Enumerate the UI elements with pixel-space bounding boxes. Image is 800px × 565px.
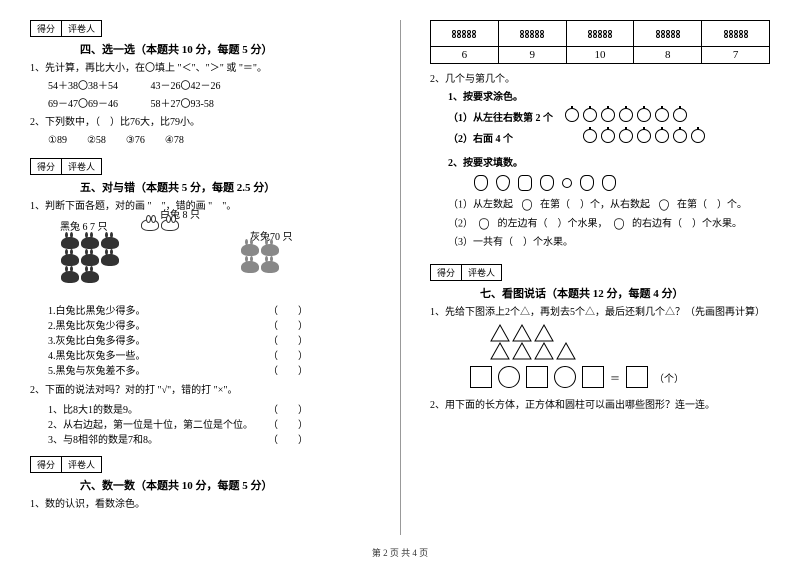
tf-line: 5.黑兔与灰兔差不多。（ ） — [48, 362, 308, 377]
apple-row-2: （2）右面 4 个 — [448, 129, 770, 146]
s6-q2-2a: （1）从左数起 在第（ ）个，从右数起 在第（ ）个。 — [448, 197, 770, 213]
eq-circle — [498, 366, 520, 388]
right-column: 691087 2、几个与第几个。 1、按要求涂色。 （1）从左往右数第 2 个 … — [400, 0, 800, 540]
tf-line: 1.白兔比黑兔少得多。（ ） — [48, 302, 308, 317]
s6-q1: 1、数的认识，看数涂色。 — [30, 497, 370, 512]
tf-line: 1、比8大1的数是9。（ ） — [48, 401, 308, 416]
fruit-line — [470, 175, 770, 191]
num-cell: 10 — [566, 47, 634, 64]
eq-suffix: （个） — [654, 370, 684, 385]
grader-label: 评卷人 — [462, 264, 502, 281]
s6-q2-1a: （1）从左往右数第 2 个 — [448, 109, 553, 124]
s4-q2: 2、下列数中，（ ）比76大，比79小。 — [30, 115, 370, 130]
page-footer: 第 2 页 共 4 页 — [0, 546, 800, 559]
s6-q2-2c: （3）一共有（ ）个水果。 — [448, 235, 770, 250]
grader-label: 评卷人 — [62, 456, 102, 473]
dot-count-table: 691087 — [430, 20, 770, 64]
s4-q1c: 69－47〇69－46 — [48, 99, 118, 110]
score-box-4: 得分 评卷人 — [30, 20, 370, 37]
s4-q2-opts: ①89 ②58 ③76 ④78 — [48, 133, 370, 148]
score-box-7: 得分 评卷人 — [430, 264, 770, 281]
rabbit-illustration: 白兔 8 只 黑兔 6 7 只 灰兔70 只 — [30, 218, 370, 298]
score-label: 得分 — [430, 264, 462, 281]
score-box-5: 得分 评卷人 — [30, 158, 370, 175]
s6-q2-2b: （2） 的左边有（ ）个水果， 的右边有（ ）个水果。 — [448, 216, 770, 232]
tf-line: 2.黑兔比灰兔少得多。（ ） — [48, 317, 308, 332]
section-6-title: 六、数一数（本题共 10 分，每题 5 分） — [80, 477, 370, 493]
left-column: 得分 评卷人 四、选一选（本题共 10 分，每题 5 分） 1、先计算，再比大小… — [0, 0, 400, 540]
triangle-figure — [430, 324, 770, 360]
s7-q2: 2、用下面的长方体，正方体和圆柱可以画出哪些图形？连一连。 — [430, 398, 770, 413]
equals-sign: ＝ — [610, 370, 620, 385]
section-7-title: 七、看图说话（本题共 12 分，每题 4 分） — [480, 285, 770, 301]
s4-q1a: 54＋38〇38＋54 — [48, 81, 118, 92]
dot-cell — [704, 30, 767, 38]
s5-tf-lines: 1.白兔比黑兔少得多。（ ）2.黑兔比灰兔少得多。（ ）3.灰兔比白兔多得多。（… — [48, 302, 370, 377]
s6-q2-2: 2、按要求填数。 — [448, 156, 770, 171]
s7-q1: 1、先给下图添上2个△，再划去5个△，最后还剩几个△？（先画图再计算） — [430, 305, 770, 320]
num-cell: 9 — [498, 47, 566, 64]
tf-line: 4.黑兔比灰兔多一些。（ ） — [48, 347, 308, 362]
eq-box — [626, 366, 648, 388]
apple-row-1: （1）从左往右数第 2 个 — [448, 108, 770, 125]
score-label: 得分 — [30, 158, 62, 175]
section-5-title: 五、对与错（本题共 5 分，每题 2.5 分） — [80, 179, 370, 195]
dot-cell — [636, 30, 699, 38]
tf-line: 3、与8相邻的数是7和8。（ ） — [48, 431, 308, 446]
black-rabbit-label: 黑兔 6 7 只 — [60, 218, 108, 233]
eq-circle — [554, 366, 576, 388]
score-label: 得分 — [30, 20, 62, 37]
tf-line: 2、从右边起，第一位是十位，第二位是个位。（ ） — [48, 416, 308, 431]
s4-q1-row1: 54＋38〇38＋54 43－26〇42－26 — [48, 79, 370, 94]
num-cell: 7 — [702, 47, 770, 64]
eq-box — [470, 366, 492, 388]
eq-box — [526, 366, 548, 388]
dot-cell — [501, 30, 564, 38]
s6-q2-1b: （2）右面 4 个 — [448, 130, 513, 145]
s6-q2: 2、几个与第几个。 — [430, 72, 770, 87]
num-cell: 8 — [634, 47, 702, 64]
s4-q1b: 43－26〇42－26 — [151, 81, 221, 92]
score-label: 得分 — [30, 456, 62, 473]
grader-label: 评卷人 — [62, 158, 102, 175]
s5-q2: 2、下面的说法对吗？对的打 "√"，错的打 "×"。 — [30, 383, 370, 398]
grader-label: 评卷人 — [62, 20, 102, 37]
num-cell: 6 — [431, 47, 499, 64]
dot-cell — [569, 30, 632, 38]
s6-q2-1: 1、按要求涂色。 — [448, 90, 770, 105]
score-box-6: 得分 评卷人 — [30, 456, 370, 473]
equation-row: ＝ （个） — [470, 366, 770, 388]
tf-line: 3.灰兔比白兔多得多。（ ） — [48, 332, 308, 347]
eq-box — [582, 366, 604, 388]
section-4-title: 四、选一选（本题共 10 分，每题 5 分） — [80, 41, 370, 57]
s4-q1: 1、先计算，再比大小，在〇填上 "＜"、"＞" 或 "＝"。 — [30, 61, 370, 76]
s4-q1d: 58＋27〇93-58 — [151, 99, 214, 110]
dot-cell — [433, 30, 496, 38]
s5-q1: 1、判断下面各题，对的画 " "，错的画 " "。 — [30, 199, 370, 214]
s5-q2-lines: 1、比8大1的数是9。（ ）2、从右边起，第一位是十位，第二位是个位。（ ）3、… — [48, 401, 370, 446]
s4-q1-row2: 69－47〇69－46 58＋27〇93-58 — [48, 97, 370, 112]
